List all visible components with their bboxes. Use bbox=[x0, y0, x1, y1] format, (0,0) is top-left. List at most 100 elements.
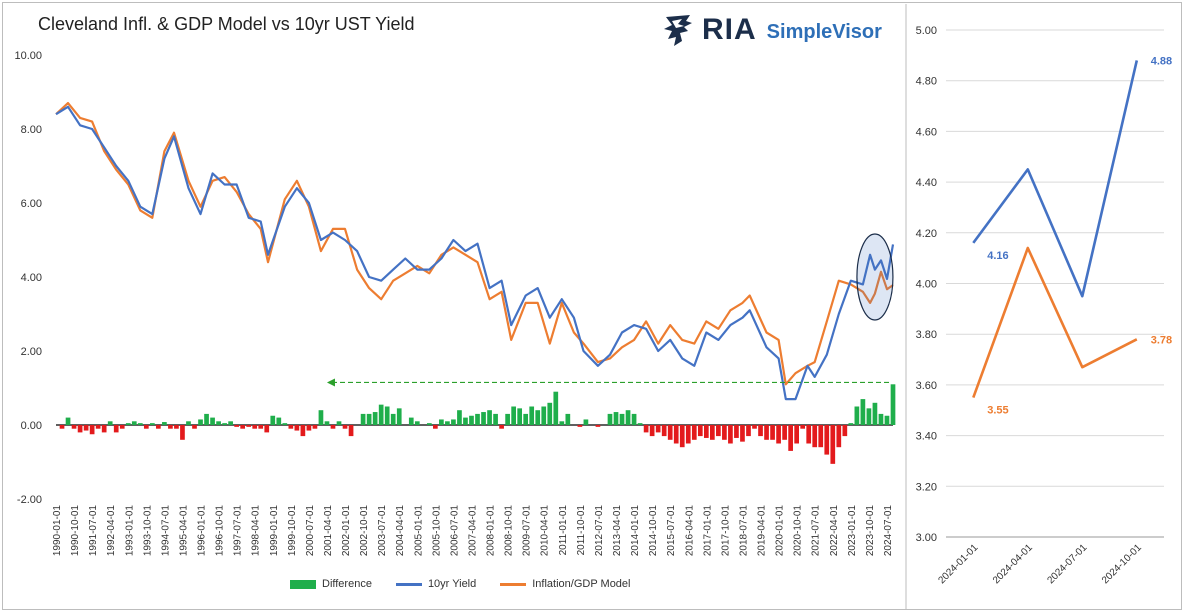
difference-bar bbox=[487, 410, 492, 425]
x-tick-label: 2013-04-01 bbox=[612, 505, 623, 557]
difference-bar bbox=[517, 408, 523, 425]
x-tick-label: 1996-01-01 bbox=[197, 505, 208, 557]
difference-bar bbox=[300, 425, 306, 437]
difference-bar bbox=[565, 413, 571, 425]
x-tick-label: 2023-10-01 bbox=[865, 505, 876, 557]
x-tick-label: 2005-10-01 bbox=[431, 505, 442, 557]
difference-bar bbox=[390, 413, 396, 425]
x-tick-label: 2012-07-01 bbox=[594, 505, 605, 557]
chart-title: Cleveland Infl. & GDP Model vs 10yr UST … bbox=[38, 14, 415, 34]
difference-bar bbox=[505, 413, 510, 425]
difference-bar bbox=[619, 413, 625, 425]
x-tick-label: 2020-01-01 bbox=[775, 505, 786, 557]
difference-bar bbox=[162, 422, 167, 425]
logo-brand: RIA bbox=[702, 13, 757, 46]
difference-bar bbox=[396, 408, 402, 425]
difference-bar bbox=[270, 415, 276, 425]
difference-bar bbox=[77, 425, 83, 433]
difference-bar bbox=[836, 425, 842, 448]
x-tick-label: 2017-10-01 bbox=[720, 505, 731, 557]
difference-bar bbox=[156, 425, 161, 429]
panel-y-tick-label: 4.40 bbox=[916, 177, 937, 189]
panel-data-label: 3.55 bbox=[987, 405, 1008, 417]
difference-bar bbox=[65, 417, 71, 425]
difference-bar bbox=[673, 425, 679, 444]
difference-bar bbox=[445, 421, 450, 425]
y-tick-label: 2.00 bbox=[21, 346, 42, 358]
difference-bar bbox=[384, 406, 390, 425]
difference-bar bbox=[655, 425, 661, 433]
difference-bar bbox=[643, 425, 649, 433]
difference-bar bbox=[740, 425, 745, 442]
difference-bar bbox=[716, 425, 721, 437]
eagle-icon bbox=[664, 15, 692, 46]
difference-bar bbox=[414, 421, 420, 425]
difference-bar bbox=[499, 425, 504, 429]
difference-bar bbox=[149, 423, 155, 425]
difference-bar bbox=[426, 423, 432, 425]
difference-bar bbox=[800, 425, 806, 429]
difference-bar bbox=[679, 425, 685, 448]
legend-item-yield: 10yr Yield bbox=[395, 578, 476, 590]
difference-bar bbox=[734, 425, 739, 438]
difference-bar bbox=[107, 421, 113, 425]
difference-bar bbox=[433, 425, 438, 429]
x-tick-label: 2011-10-01 bbox=[576, 505, 587, 556]
difference-bar bbox=[866, 408, 872, 425]
difference-bar bbox=[234, 425, 239, 427]
x-tick-label: 2005-01-01 bbox=[413, 505, 424, 557]
x-tick-label: 1993-01-01 bbox=[124, 505, 135, 557]
difference-bar bbox=[228, 421, 233, 425]
panel-data-label: 4.16 bbox=[987, 250, 1008, 262]
x-tick-label: 1997-07-01 bbox=[233, 505, 244, 557]
x-tick-label: 2017-01-01 bbox=[702, 505, 713, 557]
x-tick-label: 2008-10-01 bbox=[504, 505, 515, 557]
panel-y-tick-label: 4.20 bbox=[916, 228, 937, 240]
legend: Difference 10yr Yield Inflation/GDP Mode… bbox=[290, 578, 655, 590]
difference-bar bbox=[607, 413, 613, 425]
difference-bar bbox=[216, 421, 221, 425]
difference-bar bbox=[137, 423, 143, 425]
x-tick-label: 2010-04-01 bbox=[540, 505, 551, 557]
difference-bar bbox=[408, 417, 414, 425]
y-tick-label: 6.00 bbox=[21, 198, 42, 210]
y-tick-label: 4.00 bbox=[21, 272, 42, 284]
difference-bar bbox=[770, 425, 775, 440]
difference-bar bbox=[125, 423, 131, 425]
arrow-head-icon bbox=[326, 378, 335, 387]
x-tick-label: 2024-07-01 bbox=[883, 505, 894, 557]
x-tick-label: 1990-01-01 bbox=[52, 505, 63, 557]
panel-y-tick-label: 5.00 bbox=[916, 25, 937, 37]
legend-label-difference: Difference bbox=[322, 578, 372, 590]
difference-bar bbox=[511, 406, 516, 425]
difference-bar bbox=[577, 425, 583, 427]
difference-bar bbox=[758, 425, 763, 437]
difference-bar bbox=[342, 425, 348, 429]
x-tick-label: 1999-10-01 bbox=[287, 505, 298, 557]
difference-bar bbox=[878, 413, 884, 425]
panel-y-tick-label: 3.60 bbox=[916, 380, 937, 392]
brand-logo: RIA SimpleVisor bbox=[662, 12, 882, 48]
difference-bar bbox=[348, 425, 354, 437]
panel-x-tick-label: 2024-07-01 bbox=[1045, 542, 1089, 586]
difference-bar bbox=[95, 425, 101, 429]
difference-bar bbox=[143, 425, 149, 429]
difference-bar bbox=[872, 402, 878, 425]
difference-bar bbox=[848, 423, 854, 425]
panel-y-tick-label: 3.40 bbox=[916, 431, 937, 443]
difference-bar bbox=[83, 425, 89, 431]
legend-item-model: Inflation/GDP Model bbox=[500, 578, 631, 590]
difference-bar bbox=[240, 425, 246, 429]
difference-bar bbox=[101, 425, 107, 433]
difference-bar bbox=[818, 425, 824, 448]
panel-x-tick-label: 2024-10-01 bbox=[1100, 542, 1144, 586]
difference-bar bbox=[649, 425, 655, 437]
highlight-ellipse bbox=[856, 233, 894, 321]
panel-yield-line bbox=[972, 60, 1139, 298]
difference-bar bbox=[318, 410, 324, 425]
difference-bar bbox=[366, 413, 372, 425]
difference-bar bbox=[372, 412, 378, 425]
difference-bar bbox=[830, 425, 836, 464]
difference-bar bbox=[523, 413, 529, 425]
